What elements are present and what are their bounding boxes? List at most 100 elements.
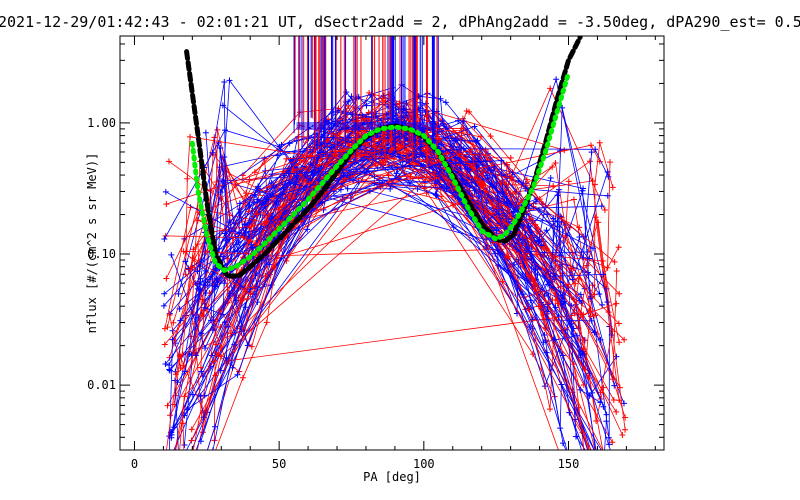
trace-line (200, 151, 565, 334)
trace-point (196, 490, 202, 496)
flux-trace (182, 162, 594, 302)
trace-line (166, 144, 601, 205)
trace-point (600, 490, 606, 496)
trace-point (609, 453, 615, 459)
trace-point (586, 490, 592, 496)
trace-point (176, 305, 183, 312)
trace-point (614, 490, 620, 496)
trace-point (229, 364, 236, 371)
trace-point (618, 490, 624, 496)
trace-line (196, 140, 604, 450)
trace-point (532, 266, 539, 273)
flux-trace (163, 142, 603, 208)
trace-point (596, 158, 603, 165)
trace-point (619, 490, 625, 496)
flux-trace (238, 146, 497, 304)
trace-line (204, 135, 604, 407)
trace-line (169, 117, 436, 450)
trace-point (604, 490, 610, 496)
trace-point (184, 460, 190, 466)
trace-point (623, 490, 629, 496)
trace-point (609, 490, 615, 496)
trace-point (592, 490, 598, 496)
trace-point (602, 490, 608, 496)
x-axis-ticks: 0 50 100 150 (131, 36, 656, 471)
trace-point (598, 490, 604, 496)
trace-point (607, 461, 613, 467)
trace-point (601, 207, 608, 214)
trace-point (166, 470, 172, 476)
trace-line (163, 122, 608, 295)
chart-title: 2021-12-29/01:42:43 - 02:01:21 UT, dSect… (0, 13, 800, 31)
trace-line (389, 123, 595, 333)
trace-point (184, 406, 191, 413)
trace-line (220, 136, 588, 450)
trace-point (597, 336, 604, 343)
trace-point (162, 466, 168, 472)
trace-point (591, 329, 598, 336)
trace-point (613, 353, 620, 360)
trace-point (608, 490, 614, 496)
trace-point (193, 451, 199, 457)
trace-point (193, 468, 199, 474)
trace-point (615, 320, 622, 327)
y-axis-ticks: 1.00 0.10 0.01 (87, 43, 664, 438)
trace-point (226, 219, 233, 226)
trace-point (599, 301, 606, 308)
plot-frame (119, 35, 665, 451)
trace-line (163, 137, 604, 307)
trace-point (599, 490, 605, 496)
trace-line (209, 111, 592, 280)
x-axis-label: PA [deg] (363, 470, 421, 484)
trace-line (218, 97, 590, 450)
trace-point (600, 490, 606, 496)
trace-point (611, 490, 617, 496)
trace-point (162, 459, 168, 465)
trace-point (175, 468, 181, 474)
trace-point (621, 336, 628, 343)
flux-trace (184, 133, 577, 413)
trace-point (603, 490, 609, 496)
y-tick-label: 1.00 (87, 116, 116, 130)
trace-point (608, 490, 614, 496)
trace-point (590, 245, 597, 252)
trace-point (609, 184, 616, 191)
trace-point (604, 298, 611, 305)
trace-point (593, 468, 599, 474)
trace-point (610, 397, 617, 404)
trace-point (575, 485, 581, 491)
trace-point (598, 489, 604, 495)
trace-point (166, 311, 173, 318)
trace-point (278, 141, 285, 148)
trace-point (547, 175, 554, 182)
trace-point (583, 485, 589, 491)
trace-point (198, 330, 205, 337)
trace-point (616, 339, 623, 346)
trace-point (209, 447, 216, 450)
trace-point (194, 217, 201, 224)
fit-curve-black (184, 36, 583, 279)
trace-point (177, 317, 184, 324)
trace-line (164, 120, 620, 343)
trace-point (182, 490, 188, 496)
trace-point (609, 490, 615, 496)
trace-point (188, 437, 195, 444)
trace-line (188, 112, 615, 270)
trace-point (163, 490, 169, 496)
fit-curves (184, 36, 583, 279)
trace-line (324, 190, 592, 450)
trace-point (177, 490, 183, 496)
trace-line (186, 117, 617, 316)
y-axis-label: nflux [#/(cm^2 s sr MeV)] (85, 153, 99, 334)
trace-point (175, 290, 182, 297)
trace-point (613, 300, 620, 307)
trace-line (238, 124, 580, 301)
trace-line (187, 136, 574, 410)
trace-point (613, 408, 620, 415)
flux-trace (160, 134, 607, 309)
flux-traces (160, 36, 629, 496)
trace-point (569, 485, 575, 491)
trace-point (165, 158, 172, 165)
flux-trace (174, 296, 614, 496)
trace-point (197, 438, 204, 445)
